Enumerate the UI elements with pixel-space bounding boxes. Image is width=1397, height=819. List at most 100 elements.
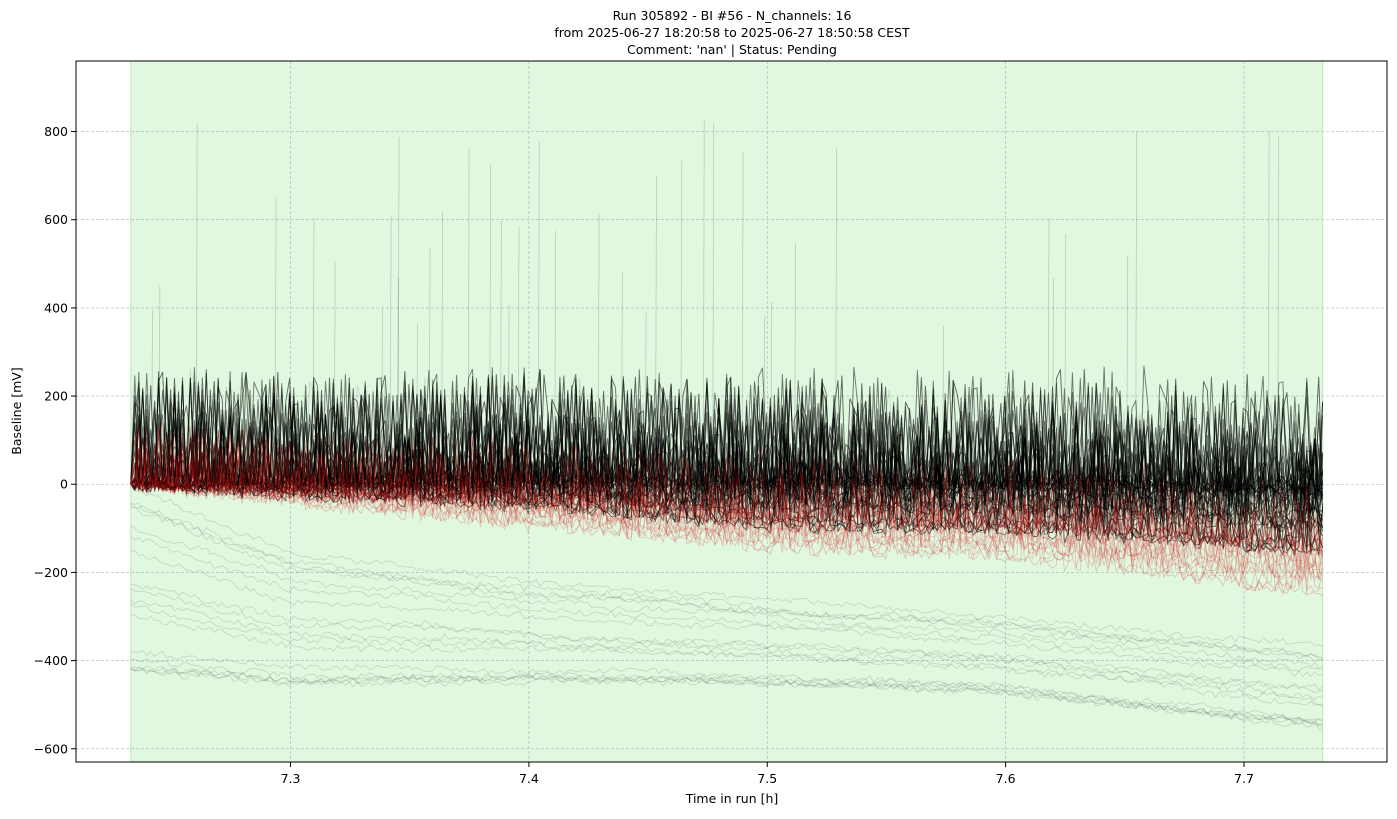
y-tick-label: 800: [44, 124, 68, 139]
trace-main-56: [130, 388, 1324, 520]
trace-main-49: [130, 385, 1323, 548]
trace-main-14: [130, 375, 1323, 520]
trace-low-7: [130, 650, 1323, 724]
trace-main-107: [130, 383, 1324, 520]
spike-line: [195, 122, 198, 485]
trace-main-19: [130, 375, 1324, 494]
spike-line: [1267, 131, 1270, 485]
trace-main-48: [130, 376, 1323, 527]
trace-main-166: [130, 385, 1323, 548]
trace-main-149: [130, 367, 1323, 499]
y-axis-label: Baseline [mV]: [9, 367, 24, 454]
trace-main-54: [130, 369, 1323, 491]
trace-main-16: [130, 372, 1324, 553]
trace-main-96: [130, 380, 1324, 551]
trace-main-145: [130, 369, 1323, 506]
trace-main-5: [130, 375, 1324, 500]
spike-line: [597, 213, 600, 485]
trace-main-120: [130, 367, 1324, 495]
trace-main-179: [130, 371, 1324, 497]
trace-main-165: [130, 376, 1323, 527]
trace-red-19: [130, 430, 1324, 556]
spike-line: [1052, 278, 1054, 485]
trace-main-92: [130, 375, 1323, 520]
trace-main-212: [130, 388, 1324, 520]
trace-main-173: [130, 388, 1324, 520]
trace-main-171: [130, 369, 1323, 491]
trace-main-167: [130, 371, 1323, 508]
trace-main-27: [130, 376, 1323, 497]
trace-main-82: [130, 390, 1323, 552]
title-line-3: Comment: 'nan' | Status: Pending: [627, 42, 837, 57]
trace-main-128: [130, 371, 1323, 508]
trace-main-111: [130, 378, 1324, 510]
trace-main-35: [130, 366, 1323, 503]
spike-line: [942, 326, 945, 485]
x-axis-ticks: 7.3 7.4 7.5 7.6 7.7: [281, 762, 1254, 786]
trace-main-22: [130, 387, 1324, 531]
spike-line: [702, 120, 705, 485]
trace-low-17: [130, 666, 1323, 728]
trace-main-156: [130, 389, 1323, 525]
trace-main-118: [130, 394, 1324, 556]
trace-main-141: [130, 374, 1324, 503]
trace-main-103: [130, 365, 1323, 495]
spike-line: [381, 308, 383, 485]
spike-line: [1135, 131, 1138, 485]
trace-main-150: [130, 378, 1324, 510]
trace-main-195: [130, 389, 1323, 525]
trace-main-24: [130, 374, 1324, 503]
trace-main-143: [130, 369, 1324, 531]
trace-main-159: [130, 367, 1324, 495]
trace-main-81: [130, 367, 1324, 495]
x-axis-label: Time in run [h]: [685, 791, 779, 806]
trace-red-3: [130, 434, 1323, 562]
spike-line: [396, 277, 399, 485]
trace-main-102: [130, 374, 1324, 503]
trace-main-199: [130, 390, 1323, 552]
trace-main-146: [130, 383, 1324, 520]
trace-main-55: [130, 372, 1324, 553]
trace-red-12: [130, 431, 1323, 550]
trace-main-203: [130, 375, 1324, 510]
trace-main-0: [130, 389, 1323, 537]
trace-main-45: [130, 371, 1323, 529]
spike-line: [712, 123, 715, 485]
title-line-1: Run 305892 - BI #56 - N_channels: 16: [613, 8, 852, 23]
trace-red-4: [130, 432, 1324, 569]
trace-low-2: [130, 665, 1323, 726]
trace-red-10: [130, 431, 1323, 560]
spike-line: [1277, 136, 1280, 485]
trace-main-84: [130, 371, 1323, 529]
grid-lines: [76, 61, 1387, 762]
trace-main-137: [130, 391, 1324, 556]
trace-main-89: [130, 371, 1323, 508]
trace-main-30: [130, 372, 1324, 513]
spike-line: [416, 324, 418, 485]
trace-main-182: [130, 369, 1324, 531]
trace-main-11: [130, 371, 1323, 508]
trace-red-5: [130, 423, 1324, 570]
trace-red-7: [130, 428, 1323, 556]
trace-main-72: [130, 378, 1324, 510]
trace-main-62: [130, 371, 1324, 497]
spike-line: [1126, 255, 1129, 485]
trace-main-215: [130, 391, 1324, 556]
trace-main-93: [130, 369, 1323, 491]
trace-main-80: [130, 393, 1324, 554]
y-tick-label: 600: [44, 212, 68, 227]
trace-main-178: [130, 387, 1324, 531]
trace-main-127: [130, 385, 1323, 548]
trace-main-70: [130, 371, 1324, 499]
trace-main-33: [130, 378, 1324, 510]
trace-main-188: [130, 367, 1323, 499]
trace-main-211: [130, 372, 1324, 553]
spike-line: [763, 315, 766, 485]
trace-main-181: [130, 365, 1323, 495]
spike-line: [1047, 218, 1050, 485]
trace-main-66: [130, 376, 1323, 497]
trace-main-209: [130, 375, 1323, 520]
trace-main-218: [130, 371, 1324, 497]
trace-main-83: [130, 375, 1324, 500]
